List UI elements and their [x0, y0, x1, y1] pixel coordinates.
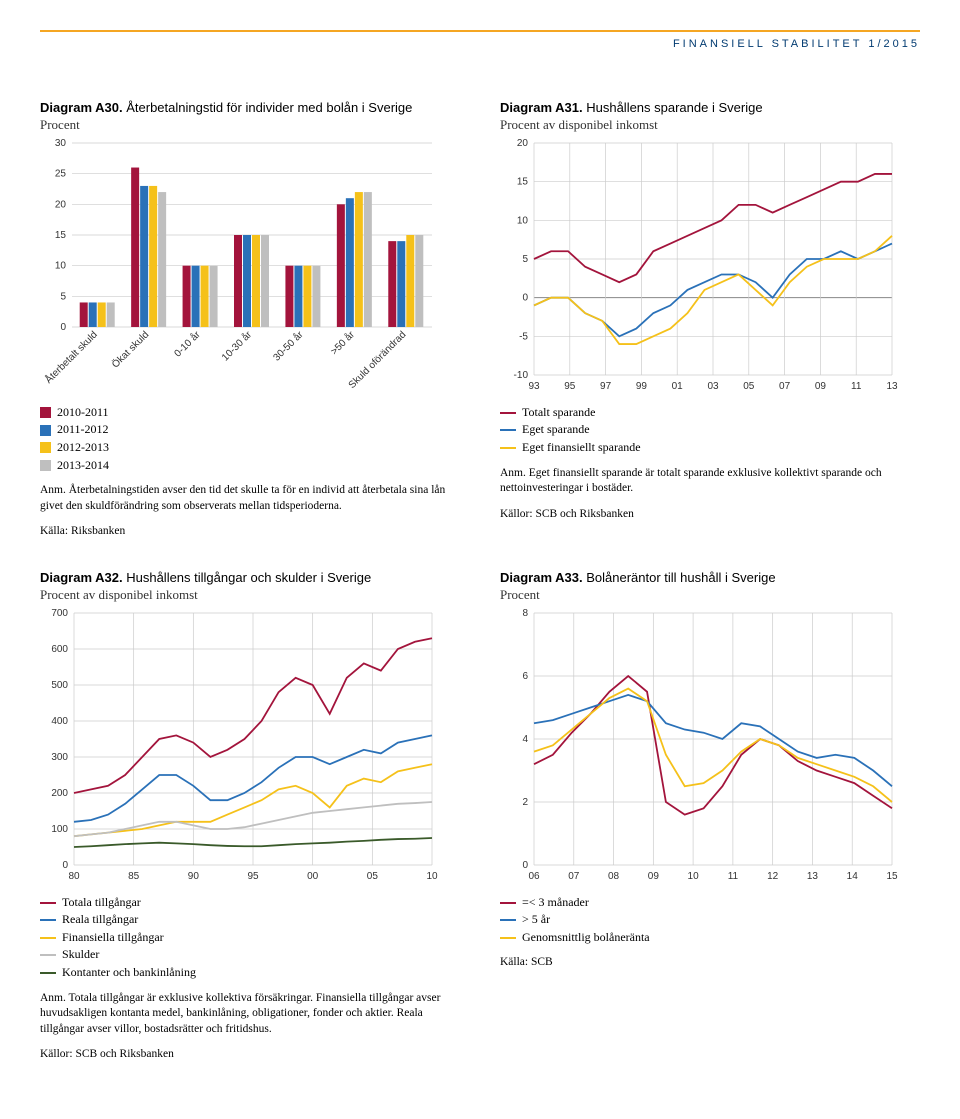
page-header: FINANSIELL STABILITET 1/2015	[40, 38, 920, 50]
panel-a32: Diagram A32. Hushållens tillgångar och s…	[40, 570, 460, 1063]
svg-text:10: 10	[426, 871, 438, 882]
svg-text:95: 95	[564, 381, 576, 392]
a31-chart: -10-5051015209395979901030507091113	[500, 137, 900, 397]
svg-text:80: 80	[68, 871, 80, 882]
svg-text:06: 06	[528, 871, 540, 882]
svg-text:0: 0	[60, 322, 66, 333]
svg-text:15: 15	[886, 871, 898, 882]
a31-source: Källor: SCB och Riksbanken	[500, 507, 920, 523]
svg-text:Skuld oförändrad: Skuld oförändrad	[347, 329, 409, 391]
svg-text:08: 08	[608, 871, 620, 882]
a32-chart: 0 100 200 300 400 500 600 700 80 85 90 95 00 05 10	[40, 607, 440, 887]
svg-text:10: 10	[55, 261, 67, 272]
svg-text:10-30 år: 10-30 år	[219, 328, 254, 363]
svg-text:25: 25	[55, 169, 67, 180]
a31-note: Anm. Eget finansiellt sparande är totalt…	[500, 466, 920, 497]
svg-text:Ökat skuld: Ökat skuld	[109, 329, 151, 371]
a33-legend: =< 3 månader> 5 årGenomsnittlig bolånerä…	[500, 895, 920, 946]
svg-text:95: 95	[247, 871, 259, 882]
svg-text:11: 11	[851, 381, 862, 392]
a33-chart: 0 2 4 6 8 06 07 08 09 10 11 12 13 14 15	[500, 607, 900, 887]
svg-text:300: 300	[51, 752, 68, 763]
svg-text:5: 5	[522, 254, 528, 265]
svg-text:8: 8	[522, 608, 528, 619]
charts-grid: Diagram A30. Återbetalningstid för indiv…	[40, 100, 920, 1063]
a30-title: Diagram A30. Återbetalningstid för indiv…	[40, 100, 460, 117]
svg-text:15: 15	[517, 177, 529, 188]
header-rule	[40, 30, 920, 32]
svg-text:07: 07	[568, 871, 580, 882]
panel-a33: Diagram A33. Bolåneräntor till hushåll i…	[500, 570, 920, 1063]
panel-a30: Diagram A30. Återbetalningstid för indiv…	[40, 100, 460, 540]
a33-subtitle: Procent	[500, 587, 920, 603]
svg-text:93: 93	[528, 381, 540, 392]
panel-a31: Diagram A31. Hushållens sparande i Sveri…	[500, 100, 920, 540]
svg-text:01: 01	[672, 381, 684, 392]
svg-text:14: 14	[847, 871, 859, 882]
svg-text:13: 13	[886, 381, 898, 392]
svg-text:97: 97	[600, 381, 612, 392]
svg-text:05: 05	[367, 871, 379, 882]
a30-chart: 0 5 10 15 20 25 30 Återbetalt skuldÖkat skuld 0-…	[40, 137, 440, 397]
svg-text:100: 100	[51, 824, 68, 835]
svg-text:600: 600	[51, 644, 68, 655]
svg-text:03: 03	[707, 381, 719, 392]
svg-text:30: 30	[55, 138, 67, 149]
svg-text:0: 0	[522, 293, 528, 304]
svg-text:11: 11	[728, 871, 739, 882]
svg-text:00: 00	[307, 871, 319, 882]
svg-text:>50 år: >50 år	[328, 328, 357, 357]
svg-text:12: 12	[767, 871, 779, 882]
svg-text:0: 0	[62, 860, 68, 871]
a32-legend: Totala tillgångarReala tillgångarFinansi…	[40, 895, 460, 981]
svg-text:0: 0	[522, 860, 528, 871]
a30-source: Källa: Riksbanken	[40, 524, 460, 540]
svg-text:85: 85	[128, 871, 140, 882]
svg-text:Återbetalt skuld: Återbetalt skuld	[42, 328, 100, 386]
a31-legend: Totalt sparandeEget sparandeEget finansi…	[500, 405, 920, 456]
svg-text:-10: -10	[514, 370, 529, 381]
svg-text:400: 400	[51, 716, 68, 727]
svg-text:20: 20	[517, 138, 529, 149]
svg-text:30-50 år: 30-50 år	[271, 328, 306, 363]
svg-text:0-10 år: 0-10 år	[172, 328, 203, 359]
a31-subtitle: Procent av disponibel inkomst	[500, 117, 920, 133]
svg-text:13: 13	[807, 871, 819, 882]
svg-text:6: 6	[522, 671, 528, 682]
svg-text:09: 09	[815, 381, 827, 392]
svg-text:-5: -5	[519, 331, 528, 342]
svg-text:05: 05	[743, 381, 755, 392]
svg-text:200: 200	[51, 788, 68, 799]
svg-text:15: 15	[55, 230, 67, 241]
a32-title: Diagram A32. Hushållens tillgångar och s…	[40, 570, 460, 587]
a30-subtitle: Procent	[40, 117, 460, 133]
a32-subtitle: Procent av disponibel inkomst	[40, 587, 460, 603]
a32-source: Källor: SCB och Riksbanken	[40, 1047, 460, 1063]
svg-text:4: 4	[522, 734, 528, 745]
a30-legend: 2010-20112011-20122012-20132013-2014	[40, 405, 460, 473]
svg-text:10: 10	[688, 871, 700, 882]
svg-text:20: 20	[55, 199, 67, 210]
a32-note: Anm. Totala tillgångar är exklusive koll…	[40, 991, 460, 1038]
a30-note: Anm. Återbetalningstiden avser den tid d…	[40, 483, 460, 514]
svg-text:5: 5	[60, 291, 66, 302]
a33-source: Källa: SCB	[500, 955, 920, 971]
a31-title: Diagram A31. Hushållens sparande i Sveri…	[500, 100, 920, 117]
svg-text:90: 90	[188, 871, 200, 882]
svg-text:500: 500	[51, 680, 68, 691]
svg-text:07: 07	[779, 381, 791, 392]
a33-title: Diagram A33. Bolåneräntor till hushåll i…	[500, 570, 920, 587]
svg-text:99: 99	[636, 381, 648, 392]
svg-text:2: 2	[522, 797, 528, 808]
svg-text:700: 700	[51, 608, 68, 619]
svg-text:09: 09	[648, 871, 660, 882]
svg-text:10: 10	[517, 215, 529, 226]
